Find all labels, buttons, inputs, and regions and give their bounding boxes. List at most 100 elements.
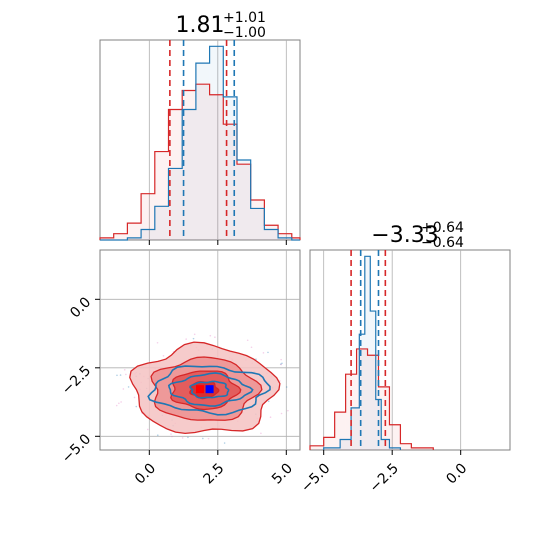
- histogram-bar: [182, 109, 196, 240]
- sample-point: [187, 436, 189, 439]
- histogram-step-line: [309, 348, 434, 450]
- marginal-frame-param2: [309, 249, 511, 451]
- histogram-bar: [310, 445, 324, 450]
- sample-point: [250, 346, 253, 349]
- histogram-bar: [236, 164, 251, 240]
- marginal-panel-param2: −5.0 −2.5 0.0 −3.33 +0.64 −0.64: [298, 220, 511, 496]
- title-median-value: 1.81: [176, 13, 225, 38]
- sample-point: [135, 405, 138, 408]
- title-lower-error: −1.00: [223, 25, 266, 41]
- histogram-bar: [209, 46, 224, 240]
- histogram-bar: [168, 168, 183, 240]
- histogram-bar: [323, 437, 335, 450]
- histogram-bar: [370, 311, 376, 450]
- sample-point: [133, 396, 136, 399]
- sample-point: [170, 433, 172, 435]
- sample-point: [255, 358, 257, 360]
- histogram-bar: [278, 233, 292, 240]
- histogram-bar: [340, 439, 352, 450]
- sample-point: [118, 402, 120, 405]
- sample-point: [223, 442, 226, 444]
- sample-point: [202, 437, 204, 440]
- histogram-bar: [411, 447, 434, 450]
- sample-point: [214, 336, 216, 338]
- histogram-bar: [334, 412, 346, 450]
- sample-point: [280, 358, 282, 361]
- histogram-bar: [250, 200, 265, 240]
- sample-point: [279, 363, 282, 365]
- sample-point: [279, 380, 281, 382]
- y-tick-label: −5.0: [59, 431, 94, 466]
- y-tick-label: 0.0: [67, 294, 94, 321]
- density-contour-blue: [167, 372, 254, 407]
- sample-point: [125, 373, 127, 376]
- histogram-bar: [113, 233, 128, 240]
- histogram-step-line: [323, 255, 402, 450]
- histogram-bar: [400, 443, 412, 450]
- marginal-frame-param1: [99, 39, 301, 241]
- sample-point: [156, 434, 159, 437]
- title-upper-error: +0.64: [421, 220, 464, 236]
- sample-point: [116, 374, 118, 377]
- sample-point: [267, 400, 270, 403]
- histogram-bar: [236, 160, 251, 240]
- x-tick-label: 2.5: [201, 460, 228, 487]
- histogram-bar: [127, 223, 142, 240]
- x-tick-label: 5.0: [269, 460, 296, 487]
- sample-point: [246, 339, 249, 342]
- histogram-bar: [291, 237, 300, 240]
- histogram-bar: [195, 63, 210, 240]
- sample-point: [287, 409, 289, 412]
- histogram-bar: [367, 355, 379, 450]
- histogram-step-line: [99, 83, 301, 240]
- histogram-bar: [127, 237, 142, 240]
- x-tick-label: 0.0: [132, 460, 159, 487]
- sample-point: [262, 352, 265, 354]
- title-upper-error: +1.01: [223, 10, 266, 26]
- sample-point: [171, 435, 173, 438]
- sample-point: [193, 333, 196, 336]
- sample-point: [209, 334, 212, 337]
- histogram-bar: [141, 193, 155, 240]
- sample-point: [156, 341, 159, 344]
- title-lower-error: −0.64: [421, 235, 464, 251]
- sample-point: [281, 362, 283, 365]
- histogram-bar: [195, 84, 210, 240]
- sample-point: [181, 437, 184, 439]
- sample-point: [115, 404, 118, 407]
- histogram-bar: [100, 237, 114, 240]
- sample-point: [120, 401, 122, 403]
- histogram-bar: [278, 237, 292, 240]
- histogram-bar: [356, 348, 368, 450]
- density-contour-blue: [147, 365, 271, 416]
- histogram-bar: [141, 229, 155, 240]
- sample-point: [146, 428, 149, 431]
- title-median-value: −3.33: [371, 223, 438, 248]
- histogram-bar: [182, 90, 196, 241]
- histogram-bar: [250, 208, 265, 240]
- histogram-bar: [264, 229, 279, 240]
- sample-point: [269, 416, 272, 419]
- density-contour-blue: [189, 380, 230, 399]
- sample-point: [280, 412, 283, 415]
- truth-marker: [196, 385, 204, 394]
- x-tick-label: 0.0: [443, 460, 470, 487]
- histogram-bar: [359, 334, 365, 450]
- sample-point: [185, 338, 187, 340]
- sample-point: [119, 374, 122, 376]
- histogram-bar: [154, 151, 169, 240]
- sample-point: [280, 363, 282, 366]
- x-tick-label: −2.5: [367, 460, 402, 495]
- histogram-bar: [168, 109, 183, 240]
- sample-point: [207, 437, 210, 440]
- sample-point: [192, 337, 195, 340]
- sample-point: [260, 432, 262, 435]
- marginal-title-param1: 1.81: [176, 13, 225, 38]
- marginal-title-param2: −3.33: [371, 223, 438, 248]
- histogram-bar: [389, 447, 401, 450]
- joint-panel: 0.0 2.5 5.0 0.0 −2.5 −5.0: [59, 249, 301, 488]
- histogram-bar: [154, 206, 169, 240]
- histogram-bar: [378, 386, 390, 450]
- histogram-bar: [223, 96, 237, 240]
